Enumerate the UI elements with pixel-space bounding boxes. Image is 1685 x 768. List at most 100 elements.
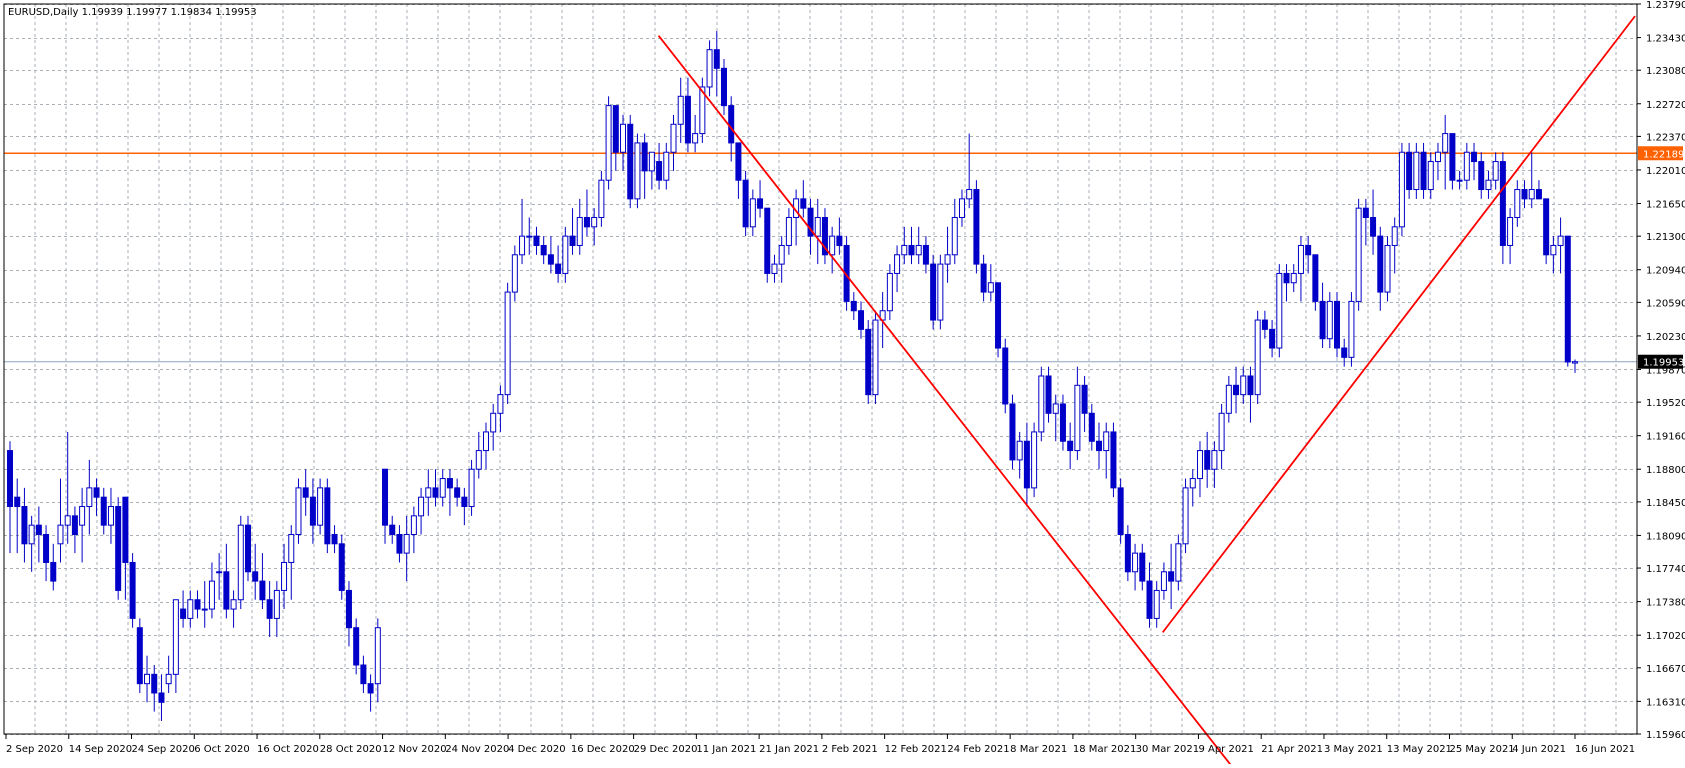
candle-body-bear <box>807 207 814 237</box>
candle <box>266 581 273 638</box>
candle-body-bear <box>1261 319 1268 330</box>
candle-body-bull <box>1182 487 1189 545</box>
candle-body-bull <box>317 487 324 526</box>
candle-body-bull <box>1189 478 1196 489</box>
candle <box>684 77 691 153</box>
candle <box>670 114 677 171</box>
candle-body-bear <box>136 627 143 685</box>
candle-body-bull <box>1196 450 1203 480</box>
horizontal-line-layer <box>4 152 1637 363</box>
candle-body-bull <box>1485 179 1492 191</box>
candle-body-bull <box>814 216 821 237</box>
x-tick-label: 21 Jan 2021 <box>759 744 819 755</box>
candle <box>1449 133 1456 190</box>
candle <box>699 77 706 143</box>
candle-body-bull <box>894 254 901 274</box>
candle-body-bear <box>1499 161 1506 246</box>
candle-body-bear <box>1146 580 1153 619</box>
candle <box>230 590 237 628</box>
candle-body-bull <box>1550 244 1557 256</box>
candle-body-bull <box>1398 151 1405 228</box>
candle-body-bear <box>360 664 367 685</box>
candle-body-bull <box>1103 431 1110 452</box>
candle-body-bear <box>194 599 201 610</box>
candle <box>1312 254 1319 311</box>
candle-body-bear <box>1535 189 1542 200</box>
candle-body-bull <box>1160 571 1167 591</box>
candle-body-bull <box>886 272 893 312</box>
candle-body-bear <box>1023 440 1030 489</box>
candle <box>1189 469 1196 507</box>
candle <box>951 198 958 265</box>
candle-body-bull <box>1225 384 1232 414</box>
candle-body-bear <box>735 142 742 181</box>
candle-body-bear <box>158 692 165 703</box>
candle-body-bear <box>338 543 345 591</box>
candle <box>980 254 987 302</box>
candle-body-bull <box>829 235 836 256</box>
candle <box>1196 441 1203 498</box>
candle <box>490 403 497 451</box>
trendline[interactable] <box>657 35 1237 768</box>
candle <box>807 198 814 255</box>
candle <box>389 515 396 544</box>
y-tick-label: 1.17020 <box>1646 631 1685 642</box>
candle <box>1499 152 1506 265</box>
candle-body-bear <box>35 524 42 535</box>
candle <box>468 459 475 516</box>
candle <box>958 189 965 227</box>
candle-body-bull <box>1132 552 1139 573</box>
candle-body-bear <box>324 487 331 545</box>
candle <box>360 655 367 693</box>
candle-body-bear <box>266 599 273 619</box>
candle <box>403 515 410 582</box>
candle-body-bull <box>1038 375 1045 433</box>
candle-body-bull <box>107 506 114 526</box>
candle <box>1261 310 1268 339</box>
candle <box>432 469 439 507</box>
candle-body-bear <box>821 216 828 256</box>
candle <box>35 506 42 563</box>
candle <box>273 581 280 638</box>
candle-body-bull <box>1391 226 1398 246</box>
candle <box>894 245 901 293</box>
candle-body-bear <box>1521 189 1528 200</box>
candle-body-bear <box>1168 571 1175 582</box>
candle-body-bull <box>648 151 655 172</box>
candle <box>1059 394 1066 451</box>
candle <box>944 226 951 283</box>
x-tick-label: 30 Mar 2021 <box>1136 744 1199 755</box>
candle <box>317 478 324 535</box>
candle-body-bull <box>439 478 446 498</box>
candle-body-bear <box>583 216 590 228</box>
candle <box>504 282 511 404</box>
trendline[interactable] <box>1161 15 1636 633</box>
candle <box>1254 310 1261 404</box>
candle-body-bear <box>1233 384 1240 396</box>
candle <box>331 525 338 554</box>
y-tick-label: 1.18450 <box>1646 498 1685 509</box>
candle <box>309 478 316 544</box>
candle-body-bear <box>627 123 634 200</box>
candle <box>244 515 251 582</box>
horizontal-level-label-bg <box>1638 146 1683 161</box>
candle-body-bear <box>1449 133 1456 181</box>
candle <box>915 226 922 265</box>
candle <box>1471 142 1478 181</box>
x-tick-label: 28 Oct 2020 <box>320 744 382 755</box>
candle <box>295 478 302 544</box>
y-tick-label: 1.18800 <box>1646 465 1685 476</box>
y-tick-label: 1.15960 <box>1646 730 1685 741</box>
candle <box>749 189 756 237</box>
candle-body-bull <box>201 608 208 611</box>
candle <box>172 599 179 693</box>
x-tick-label: 2 Sep 2020 <box>6 744 63 755</box>
candle-body-bear <box>1370 216 1377 237</box>
candle <box>1398 142 1405 237</box>
y-tick-label: 1.16310 <box>1646 697 1685 708</box>
candle <box>115 497 122 600</box>
candle <box>1348 292 1355 367</box>
candle-body-bear <box>244 524 251 573</box>
candle-body-bull <box>57 524 64 545</box>
candle <box>1074 366 1081 460</box>
